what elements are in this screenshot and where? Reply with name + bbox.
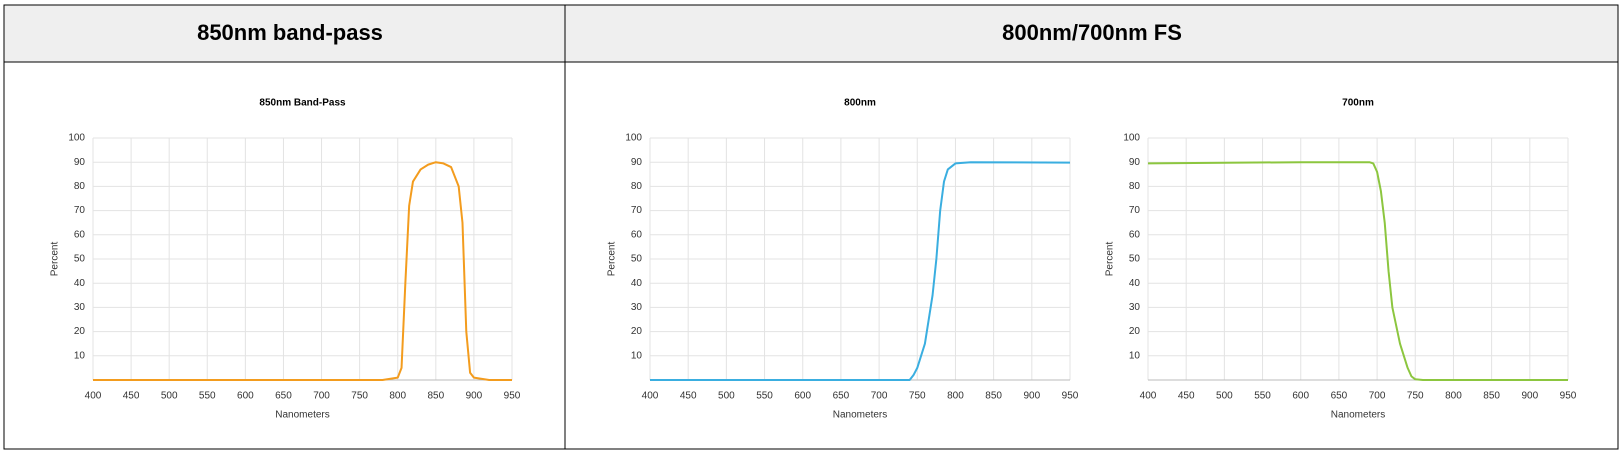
x-tick-label: 700 — [1369, 391, 1386, 402]
x-tick-label: 500 — [1216, 391, 1233, 402]
y-tick-label: 100 — [1123, 133, 1140, 144]
y-axis-label: Percent — [50, 242, 61, 277]
x-tick-label: 500 — [161, 391, 178, 402]
x-tick-label: 550 — [756, 391, 773, 402]
y-tick-label: 60 — [1129, 229, 1141, 240]
y-tick-label: 50 — [1129, 254, 1141, 265]
y-tick-label: 30 — [74, 302, 86, 313]
header-cell: 800nm/700nm FS — [1002, 20, 1182, 45]
y-axis-label: Percent — [1105, 242, 1116, 277]
x-tick-label: 850 — [985, 391, 1002, 402]
x-tick-label: 450 — [1178, 391, 1195, 402]
data-line — [1147, 161, 1568, 381]
y-tick-label: 10 — [631, 350, 643, 361]
x-tick-label: 450 — [123, 391, 140, 402]
x-tick-label: 500 — [718, 391, 735, 402]
x-tick-label: 750 — [351, 391, 368, 402]
x-tick-label: 400 — [85, 391, 102, 402]
data-line — [650, 161, 1071, 381]
y-axis-label: Percent — [607, 242, 618, 277]
y-tick-label: 70 — [1129, 205, 1141, 216]
x-tick-label: 950 — [504, 391, 521, 402]
y-tick-label: 30 — [631, 302, 643, 313]
x-tick-label: 600 — [1292, 391, 1309, 402]
y-tick-label: 70 — [631, 205, 643, 216]
y-tick-label: 40 — [631, 278, 643, 289]
x-tick-label: 550 — [199, 391, 216, 402]
y-tick-label: 90 — [74, 157, 86, 168]
x-tick-label: 650 — [275, 391, 292, 402]
x-tick-label: 700 — [313, 391, 330, 402]
y-tick-label: 30 — [1129, 302, 1141, 313]
x-tick-label: 400 — [642, 391, 659, 402]
x-tick-label: 650 — [833, 391, 850, 402]
x-tick-label: 750 — [1407, 391, 1424, 402]
header-row — [4, 5, 1618, 62]
chart-title: 850nm Band-Pass — [259, 98, 346, 109]
x-tick-label: 550 — [1254, 391, 1271, 402]
x-tick-label: 800 — [1445, 391, 1462, 402]
x-tick-label: 800 — [389, 391, 406, 402]
x-tick-label: 800 — [947, 391, 964, 402]
x-tick-label: 900 — [466, 391, 483, 402]
x-tick-label: 850 — [427, 391, 444, 402]
y-tick-label: 100 — [625, 133, 642, 144]
y-tick-label: 80 — [74, 181, 86, 192]
y-tick-label: 60 — [631, 229, 643, 240]
y-tick-label: 10 — [74, 350, 86, 361]
x-tick-label: 400 — [1140, 391, 1157, 402]
header-cell: 850nm band-pass — [197, 20, 383, 45]
x-tick-label: 750 — [909, 391, 926, 402]
y-tick-label: 70 — [74, 205, 86, 216]
x-tick-label: 650 — [1331, 391, 1348, 402]
y-tick-label: 50 — [631, 254, 643, 265]
y-tick-label: 80 — [631, 181, 643, 192]
x-tick-label: 850 — [1483, 391, 1500, 402]
x-tick-label: 600 — [794, 391, 811, 402]
y-tick-label: 20 — [1129, 326, 1141, 337]
data-line — [93, 161, 512, 381]
x-axis-label: Nanometers — [833, 410, 887, 421]
y-tick-label: 60 — [74, 229, 86, 240]
y-tick-label: 50 — [74, 254, 86, 265]
x-tick-label: 900 — [1521, 391, 1538, 402]
y-tick-label: 20 — [631, 326, 643, 337]
y-tick-label: 100 — [68, 133, 85, 144]
x-axis-label: Nanometers — [1331, 410, 1385, 421]
y-tick-label: 40 — [1129, 278, 1141, 289]
x-tick-label: 600 — [237, 391, 254, 402]
x-tick-label: 700 — [871, 391, 888, 402]
y-tick-label: 90 — [1129, 157, 1141, 168]
chart-title: 800nm — [844, 98, 876, 109]
x-axis-label: Nanometers — [275, 410, 329, 421]
x-tick-label: 450 — [680, 391, 697, 402]
y-tick-label: 80 — [1129, 181, 1141, 192]
y-tick-label: 10 — [1129, 350, 1141, 361]
y-tick-label: 40 — [74, 278, 86, 289]
table-border — [3, 4, 1619, 450]
y-tick-label: 20 — [74, 326, 86, 337]
chart-title: 700nm — [1342, 98, 1374, 109]
x-tick-label: 950 — [1560, 391, 1577, 402]
y-tick-label: 90 — [631, 157, 643, 168]
x-tick-label: 950 — [1062, 391, 1079, 402]
x-tick-label: 900 — [1023, 391, 1040, 402]
